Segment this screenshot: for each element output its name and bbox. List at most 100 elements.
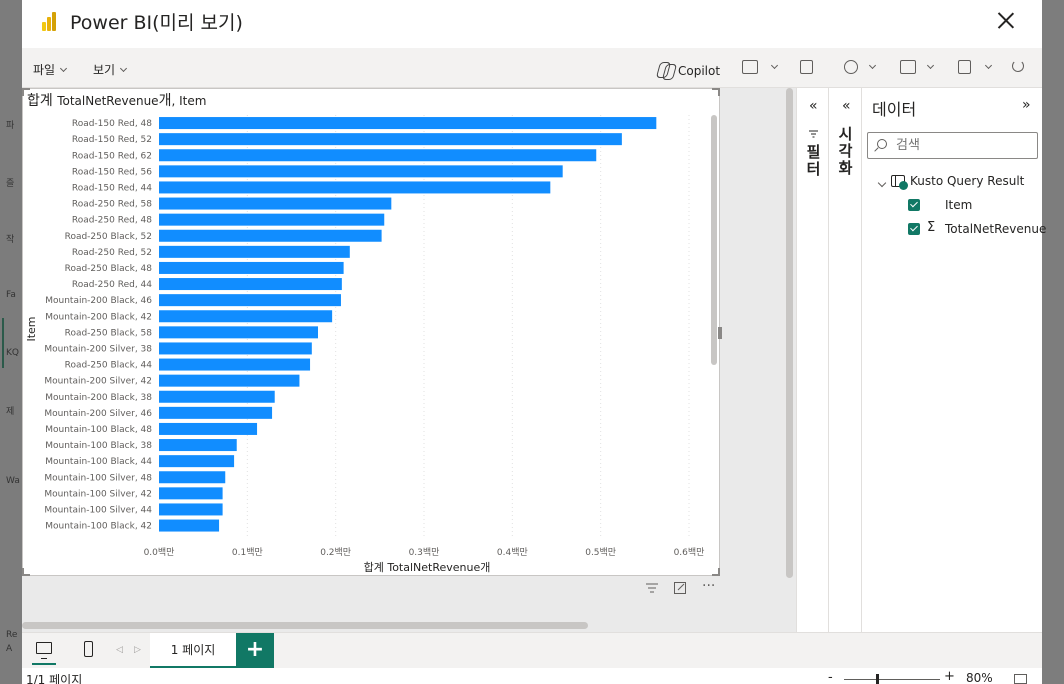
x-tick-label: 0.0백만 bbox=[144, 547, 175, 558]
refresh-icon[interactable] bbox=[1012, 60, 1024, 72]
more-options-icon[interactable]: ··· bbox=[702, 578, 716, 594]
zoom-in-button[interactable]: + bbox=[944, 669, 955, 684]
view-menu-label: 보기 bbox=[93, 63, 116, 77]
chevron-down-icon[interactable] bbox=[984, 61, 993, 70]
search-icon bbox=[877, 139, 887, 149]
visualizations-pane-label[interactable]: 시각화 bbox=[836, 126, 854, 177]
next-page-icon[interactable]: ▷ bbox=[134, 645, 141, 655]
chevron-down-icon[interactable] bbox=[926, 61, 935, 70]
file-menu[interactable]: 파일 bbox=[33, 61, 68, 78]
present-icon[interactable] bbox=[900, 60, 916, 74]
y-tick-label: Mountain-100 Silver, 48 bbox=[44, 473, 152, 483]
field-totalnetrevenue[interactable]: TotalNetRevenue bbox=[945, 222, 1047, 236]
check-circle-icon bbox=[899, 181, 908, 190]
resize-handle[interactable] bbox=[22, 88, 30, 96]
focus-mode-icon[interactable] bbox=[674, 582, 686, 597]
y-tick-label: Road-150 Red, 52 bbox=[72, 135, 152, 145]
previous-page-icon[interactable]: ◁ bbox=[116, 645, 123, 655]
copilot-label: Copilot bbox=[678, 64, 721, 78]
field-checkbox-item[interactable] bbox=[908, 199, 920, 211]
bar bbox=[159, 261, 344, 274]
canvas-vertical-scrollbar[interactable] bbox=[786, 88, 793, 578]
y-tick-label: Mountain-200 Silver, 38 bbox=[44, 344, 152, 354]
x-tick-label: 0.5백만 bbox=[585, 547, 616, 558]
bar bbox=[159, 519, 220, 532]
dataset-name[interactable]: Kusto Query Result bbox=[910, 174, 1025, 188]
canvas-horizontal-scrollbar[interactable] bbox=[22, 622, 588, 629]
background-right-edge bbox=[1042, 0, 1064, 684]
bar bbox=[159, 213, 385, 226]
zoom-out-button[interactable]: - bbox=[828, 670, 833, 684]
shapes-icon[interactable] bbox=[844, 60, 858, 74]
bar bbox=[159, 149, 597, 162]
resize-handle[interactable] bbox=[712, 568, 720, 576]
x-tick-label: 0.2백만 bbox=[320, 547, 351, 558]
bar-chart-visual[interactable]: 합계 TotalNetRevenue개, Item 0.0백만 0.1백만 0.2백… bbox=[22, 88, 722, 576]
ribbon: 파일 보기 Copilot bbox=[22, 48, 1042, 88]
view-menu[interactable]: 보기 bbox=[93, 61, 128, 78]
tab-page-1[interactable]: 1 페이지 bbox=[150, 633, 236, 669]
visual-title-field: , Item bbox=[171, 94, 207, 108]
bar bbox=[159, 455, 235, 468]
x-tick-label: 0.3백만 bbox=[409, 547, 440, 558]
bar bbox=[159, 358, 311, 371]
y-tick-label: Road-250 Black, 58 bbox=[65, 328, 153, 338]
mobile-layout-icon[interactable] bbox=[84, 641, 93, 657]
y-tick-label: Mountain-100 Black, 42 bbox=[45, 522, 152, 532]
search-input[interactable] bbox=[896, 138, 1026, 153]
text-box-icon[interactable] bbox=[800, 60, 813, 74]
background-item: KQ bbox=[6, 348, 19, 358]
fit-to-page-icon[interactable] bbox=[1014, 674, 1027, 684]
collapse-icon[interactable]: « bbox=[842, 98, 851, 114]
layout-icon[interactable] bbox=[958, 60, 971, 74]
y-tick-label: Road-250 Red, 52 bbox=[72, 248, 152, 258]
add-page-button[interactable]: + bbox=[236, 633, 274, 669]
y-tick-label: Road-250 Red, 44 bbox=[72, 280, 152, 290]
desktop-layout-icon[interactable] bbox=[36, 642, 52, 659]
zoom-slider-thumb[interactable] bbox=[876, 674, 879, 684]
field-item[interactable]: Item bbox=[945, 198, 973, 212]
copilot-button[interactable]: Copilot bbox=[656, 59, 720, 78]
page-count: 1/1 페이지 bbox=[26, 673, 83, 684]
bar bbox=[159, 294, 341, 307]
bar bbox=[159, 310, 333, 323]
background-item: Re bbox=[6, 630, 18, 640]
search-field[interactable] bbox=[867, 132, 1038, 159]
bar bbox=[159, 422, 258, 435]
y-tick-label: Mountain-100 Black, 44 bbox=[45, 457, 152, 467]
x-tick-label: 0.4백만 bbox=[497, 547, 528, 558]
bar bbox=[159, 342, 312, 355]
page-tabs-bar: ◁ ▷ 1 페이지 + bbox=[22, 632, 1042, 669]
bar bbox=[159, 165, 563, 178]
x-tick-label: 0.1백만 bbox=[232, 547, 263, 558]
filter-icon[interactable] bbox=[646, 582, 658, 596]
chevron-down-icon bbox=[60, 64, 68, 73]
visualizations-pane-collapsed[interactable]: « 시각화 bbox=[828, 88, 861, 632]
close-icon[interactable] bbox=[994, 8, 1018, 32]
chevron-down-icon[interactable] bbox=[770, 61, 779, 70]
resize-handle[interactable] bbox=[712, 88, 720, 96]
field-checkbox-totalnetrevenue[interactable] bbox=[908, 223, 920, 235]
visual-format-icon[interactable] bbox=[742, 60, 758, 74]
y-tick-label: Road-250 Black, 48 bbox=[65, 264, 153, 274]
resize-handle[interactable] bbox=[718, 327, 722, 339]
expand-icon[interactable]: » bbox=[1022, 97, 1031, 113]
background-item: 파 bbox=[6, 121, 15, 131]
chevron-down-icon[interactable] bbox=[868, 61, 877, 70]
bar bbox=[159, 406, 273, 419]
bar bbox=[159, 278, 342, 291]
file-menu-label: 파일 bbox=[33, 63, 56, 77]
bar bbox=[159, 133, 622, 146]
chevron-down-icon[interactable] bbox=[877, 178, 887, 188]
zoom-slider[interactable] bbox=[844, 679, 940, 680]
background-item: A bbox=[6, 644, 13, 654]
bar bbox=[159, 197, 392, 210]
resize-handle[interactable] bbox=[22, 568, 30, 576]
filter-pane-collapsed[interactable]: « 필터 bbox=[796, 88, 829, 632]
visual-title-suffix: 개 bbox=[158, 93, 172, 109]
filter-pane-label[interactable]: 필터 bbox=[804, 144, 822, 178]
y-tick-label: Mountain-100 Silver, 44 bbox=[44, 505, 152, 515]
collapse-icon[interactable]: « bbox=[809, 98, 818, 114]
background-item: 즐 bbox=[6, 179, 15, 189]
chart-scrollbar[interactable] bbox=[711, 115, 717, 365]
